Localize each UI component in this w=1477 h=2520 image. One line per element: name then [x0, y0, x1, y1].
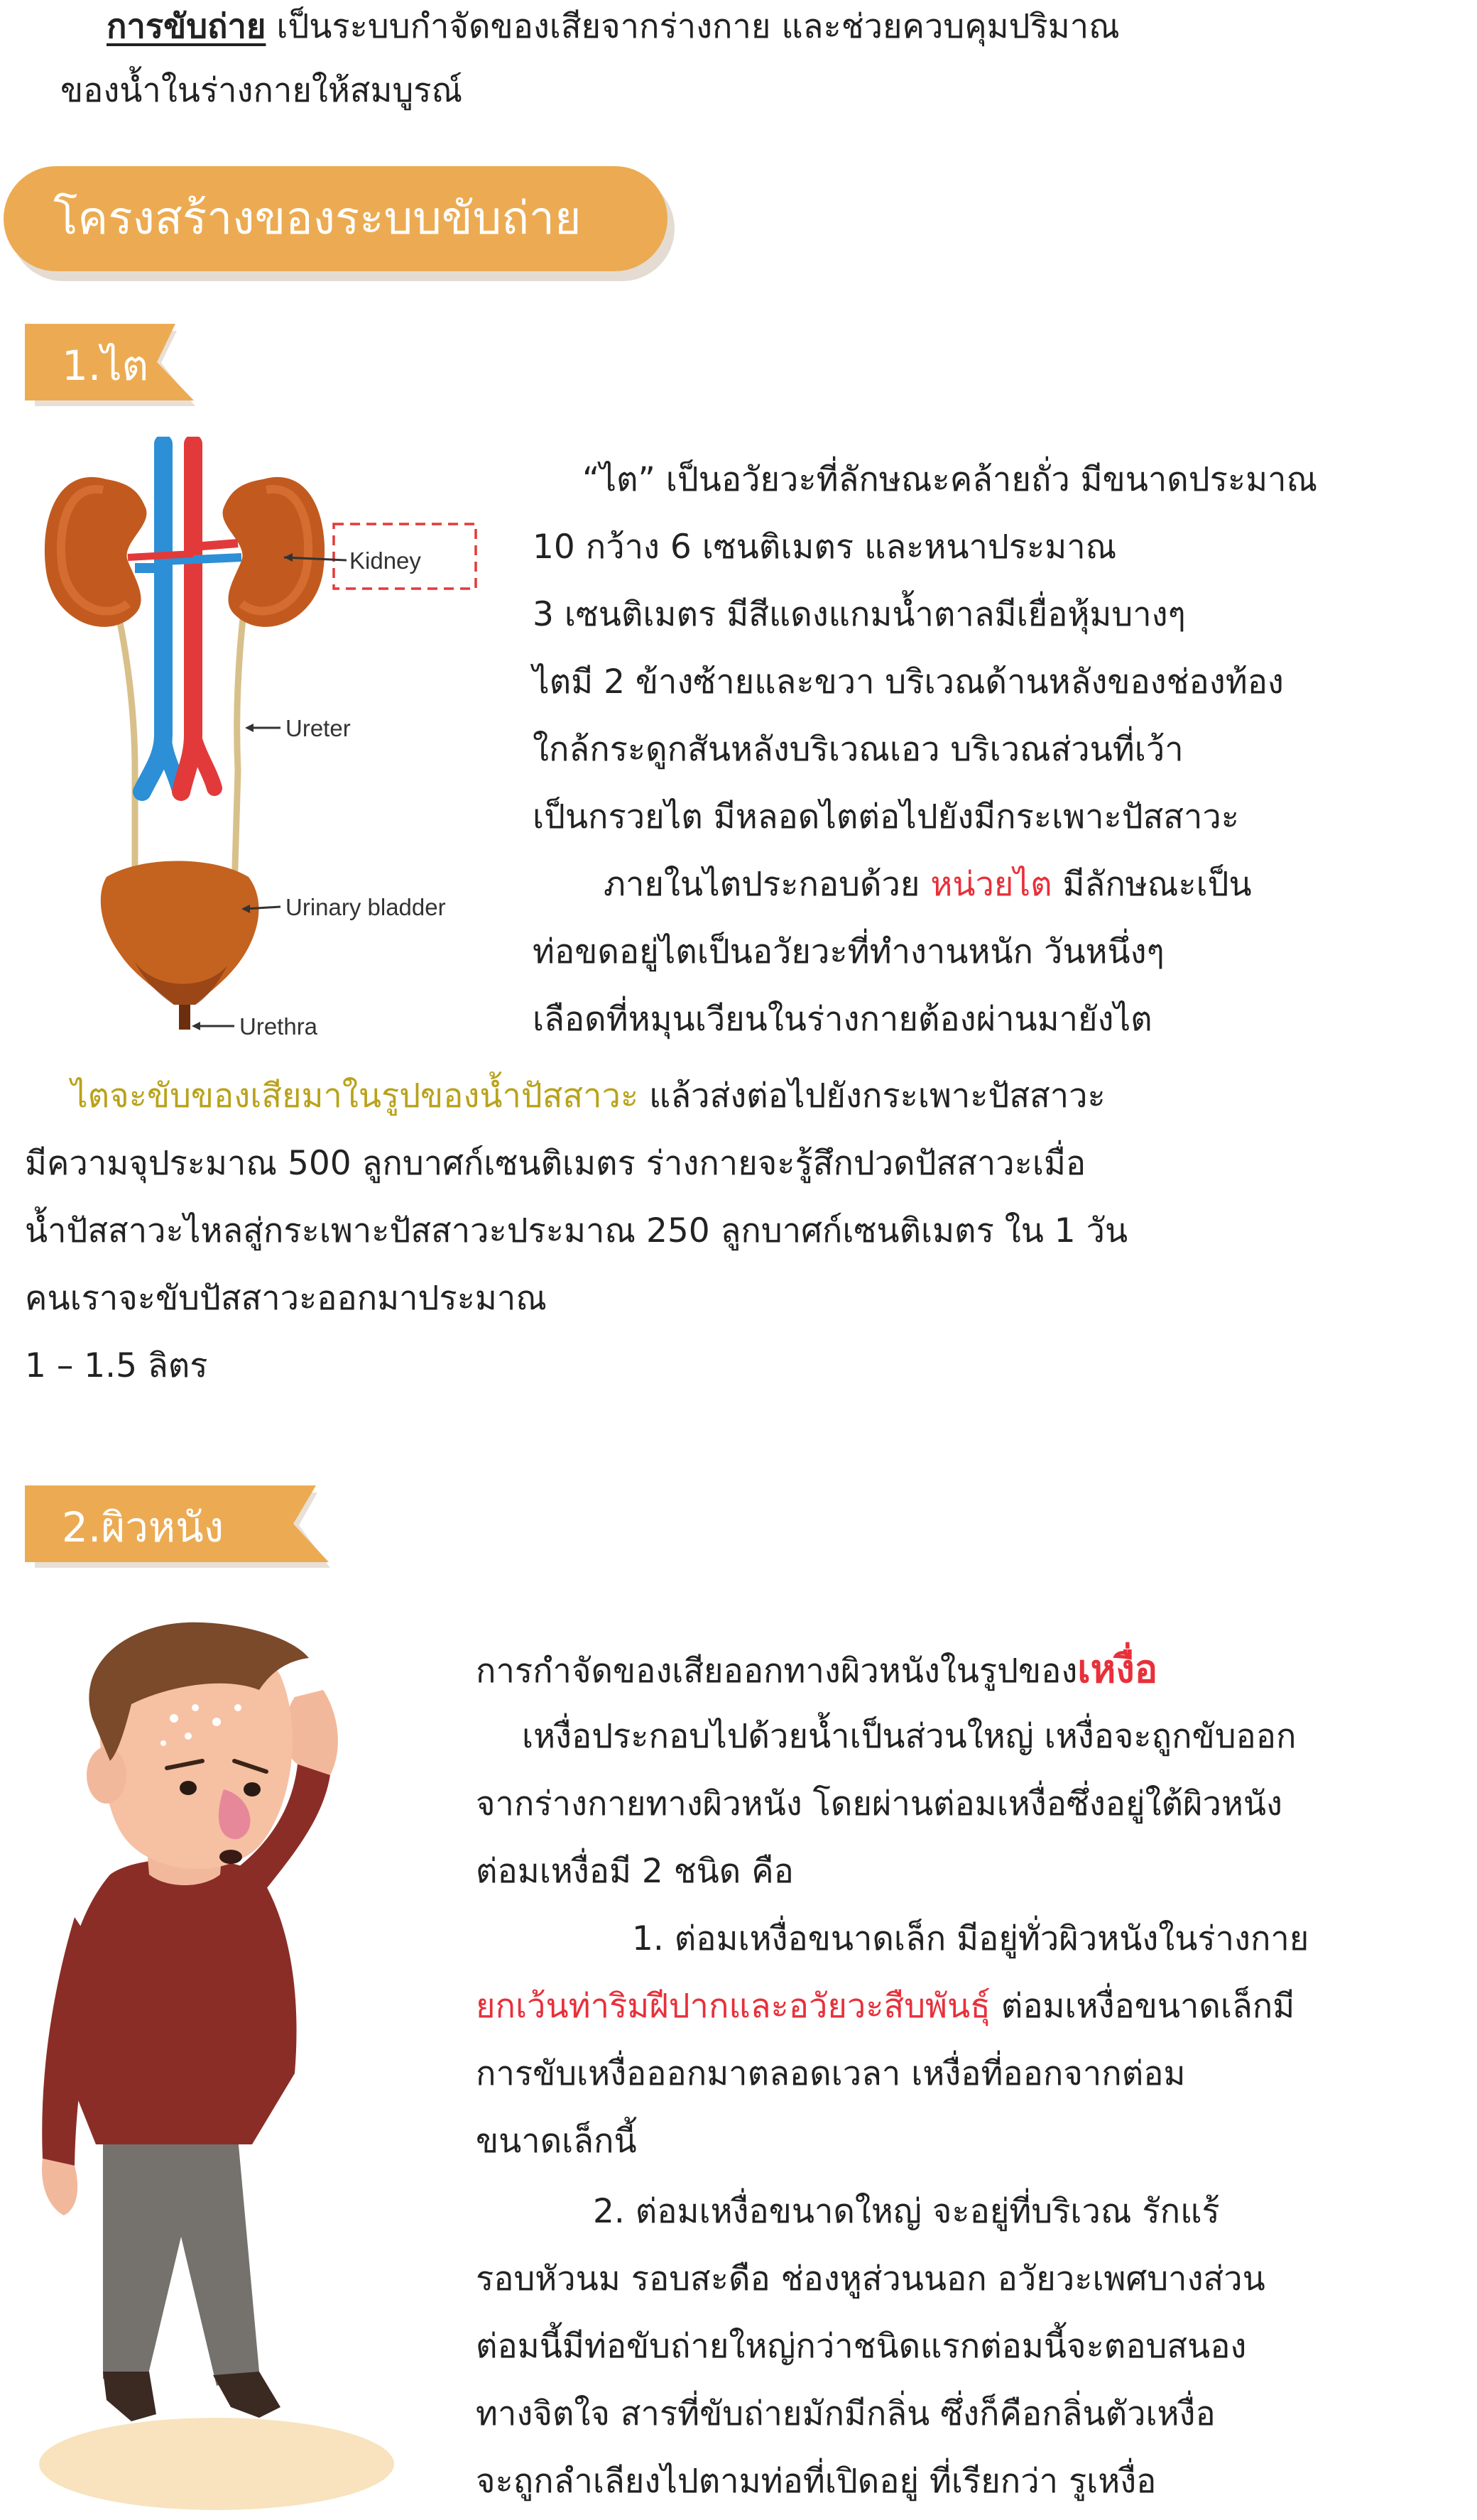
- kidney-p3-line-2: มีความจุประมาณ 500 ลูกบาศก์เซนติเมตร ร่า…: [25, 1144, 1086, 1183]
- skin-line-13: จะถูกลำเลียงไปตามท่อที่เปิดอยู่ ที่เรียก…: [476, 2462, 1157, 2501]
- sweating-man-illustration: [39, 1622, 394, 2510]
- skin-line-12: ทางจิตใจ สารที่ขับถ่ายมักมีกลิ่น ซึ่งก็ค…: [476, 2394, 1216, 2433]
- kidney-p1-line-5: ใกล้กระดูกสันหลังบริเวณเอว บริเวณส่วนที่…: [533, 730, 1184, 769]
- kidney-p2-start: ภายในไตประกอบด้วย: [604, 865, 931, 904]
- skin-line-4: ต่อมเหงื่อมี 2 ชนิด คือ: [476, 1852, 794, 1891]
- bladder-label: Urinary bladder: [285, 894, 446, 920]
- intro-line-1: การขับถ่าย เป็นระบบกำจัดของเสียจากร่างกา…: [107, 6, 1120, 48]
- kidney-label: Kidney: [349, 547, 421, 574]
- intro-line-1-text: เป็นระบบกำจัดของเสียจากร่างกาย และช่วยคว…: [266, 7, 1120, 46]
- urethra-label: Urethra: [239, 1013, 318, 1040]
- tag-ribbon-shape: [25, 324, 195, 406]
- skin-line-10: รอบหัวนม รอบสะดือ ช่องหูส่วนนอก อวัยวะเพ…: [476, 2259, 1265, 2298]
- skin-line-7: การขับเหงื่อออกมาตลอดเวลา เหงื่อที่ออกจา…: [476, 2054, 1186, 2093]
- skin-tag-label: 2.ผิวหนัง: [62, 1503, 224, 1551]
- exception-highlight: ยกเว้นท่าริมฝีปากและอวัยวะสืบพันธุ์: [476, 1987, 991, 2026]
- section-title: โครงสร้างของระบบขับถ่าย: [4, 166, 667, 271]
- skin-line-6-rest: ต่อมเหงื่อขนาดเล็กมี: [990, 1987, 1295, 2026]
- kidney-p3-rest: แล้วส่งต่อไปยังกระเพาะปัสสาวะ: [638, 1076, 1106, 1116]
- kidney-unit-highlight: หน่วยไต: [930, 865, 1052, 904]
- kidney-p2-line-2: ท่อขดอยู่ไตเป็นอวัยวะที่ทำงานหนัก วันหนึ…: [533, 932, 1165, 971]
- kidney-p3-line-3: น้ำปัสสาวะไหลสู่กระเพาะปัสสาวะประมาณ 250…: [25, 1211, 1128, 1250]
- kidney-p1-line-4: ไตมี 2 ข้างซ้ายและขวา บริเวณด้านหลังของช…: [533, 662, 1284, 702]
- skin-line-1-text: การกำจัดของเสียออกทางผิวหนังในรูปของ: [476, 1652, 1078, 1691]
- skin-line-5: 1. ต่อมเหงื่อขนาดเล็ก มีอยู่ทั่วผิวหนังใ…: [632, 1919, 1309, 1958]
- skin-tag: 2.ผิวหนัง: [25, 1485, 334, 1569]
- kidney-p2-line-3: เลือดที่หมุนเวียนในร่างกายต้องผ่านมายังไ…: [533, 1000, 1152, 1039]
- kidney-tag: 1.ไต: [25, 324, 201, 408]
- urinary-system-diagram: Kidney Ureter Urinary bladder Urethra: [44, 437, 477, 1040]
- kidney-p1-line-2: 10 กว้าง 6 เซนติเมตร และหนาประมาณ: [533, 528, 1117, 567]
- kidney-p2-end: มีลักษณะเป็น: [1052, 865, 1252, 904]
- intro-term: การขับถ่าย: [107, 7, 266, 46]
- skin-line-3: จากร่างกายทางผิวหนัง โดยผ่านต่อมเหงื่อซึ…: [476, 1784, 1283, 1823]
- kidney-p1-line-1: “ไต” เป็นอวัยวะที่ลักษณะคล้ายถั่ว มีขนาด…: [582, 460, 1318, 499]
- skin-line-11: ต่อมนี้มีท่อขับถ่ายใหญ่กว่าชนิดแรกต่อมนี…: [476, 2327, 1247, 2366]
- kidney-p3-line-1: ไตจะขับของเสียมาในรูปของน้ำปัสสาวะ แล้วส…: [71, 1075, 1106, 1118]
- skin-line-6: ยกเว้นท่าริมฝีปากและอวัยวะสืบพันธุ์ ต่อม…: [476, 1985, 1295, 2028]
- kidney-p1-line-3: 3 เซนติเมตร มีสีแดงแกมน้ำตาลมีเยื่อหุ้มบ…: [533, 595, 1186, 634]
- kidney-p3-line-4: คนเราจะขับปัสสาวะออกมาประมาณ: [25, 1279, 547, 1318]
- skin-line-2: เหงื่อประกอบไปด้วยน้ำเป็นส่วนใหญ่ เหงื่อ…: [522, 1717, 1297, 1756]
- tag-ribbon-shape: [25, 1485, 330, 1568]
- kidney-p2-line-1: ภายในไตประกอบด้วย หน่วยไต มีลักษณะเป็น: [604, 863, 1252, 906]
- skin-line-9: 2. ต่อมเหงื่อขนาดใหญ่ จะอยู่ที่บริเวณ รั…: [593, 2192, 1220, 2231]
- ureter-label: Ureter: [285, 715, 351, 741]
- intro-line-2: ของน้ำในร่างกายให้สมบูรณ์: [60, 71, 463, 110]
- kidney-tag-label: 1.ไต: [62, 342, 149, 390]
- skin-line-1: การกำจัดของเสียออกทางผิวหนังในรูปของเหงื…: [476, 1648, 1157, 1693]
- sweat-highlight: เหงื่อ: [1077, 1647, 1158, 1691]
- skin-line-8: ขนาดเล็กนี้: [476, 2122, 637, 2161]
- kidney-p3-line-5: 1 – 1.5 ลิตร: [25, 1346, 208, 1385]
- kidney-p1-line-6: เป็นกรวยไต มีหลอดไตต่อไปยังมีกระเพาะปัสส…: [533, 797, 1239, 836]
- kidney-urine-highlight: ไตจะขับของเสียมาในรูปของน้ำปัสสาวะ: [71, 1076, 639, 1116]
